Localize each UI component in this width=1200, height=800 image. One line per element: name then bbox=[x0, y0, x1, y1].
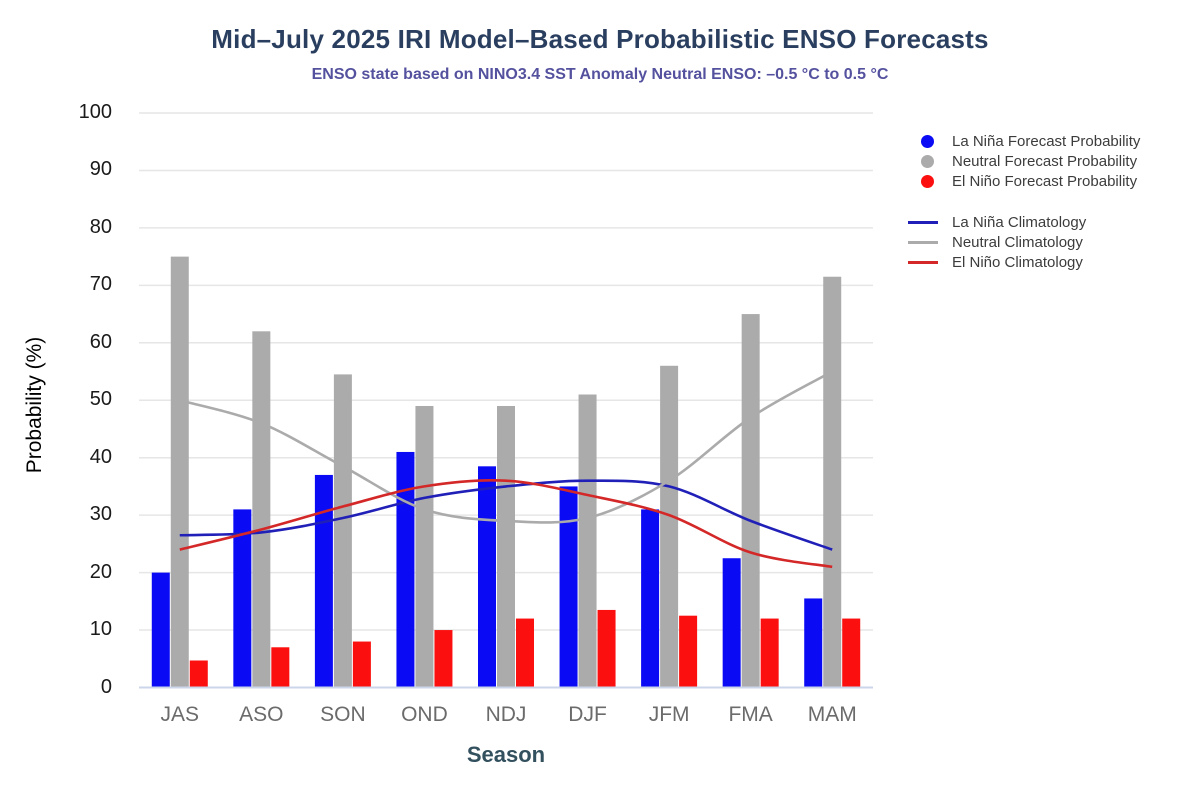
la-nina-line-swatch bbox=[908, 220, 938, 224]
line-el-ni-o-climatology bbox=[179, 479, 833, 569]
y-tick-label-30: 30 bbox=[89, 503, 112, 526]
bar-la-ni-a-forecast-probability-FMA bbox=[722, 558, 741, 688]
legend-label-neutral-climatology: Neutral Climatology bbox=[952, 233, 1083, 251]
legend: La Niña Forecast Probability Neutral For… bbox=[905, 131, 1195, 272]
el-nino-dot-swatch bbox=[921, 174, 934, 188]
bar-la-ni-a-forecast-probability-JAS bbox=[151, 572, 170, 688]
bar-neutral-forecast-probability-JAS bbox=[170, 256, 189, 688]
legend-item-el-nino-forecast[interactable]: El Niño Forecast Probability bbox=[905, 171, 1195, 191]
legend-label-el-nino-forecast: El Niño Forecast Probability bbox=[952, 172, 1138, 190]
bar-el-ni-o-forecast-probability-ASO bbox=[271, 647, 290, 688]
legend-item-neutral-climatology[interactable]: Neutral Climatology bbox=[905, 232, 1195, 252]
x-tick-label-JAS: JAS bbox=[160, 703, 200, 726]
y-tick-label-10: 10 bbox=[89, 618, 112, 641]
bar-neutral-forecast-probability-JFM bbox=[660, 365, 679, 688]
x-tick-label-JFM: JFM bbox=[648, 703, 690, 726]
x-tick-label-MAM: MAM bbox=[807, 703, 857, 726]
bar-neutral-forecast-probability-DJF bbox=[578, 394, 597, 688]
y-tick-label-60: 60 bbox=[89, 330, 112, 353]
bar-neutral-forecast-probability-MAM bbox=[823, 276, 842, 688]
bar-el-ni-o-forecast-probability-DJF bbox=[597, 609, 616, 688]
neutral-dot-swatch bbox=[921, 154, 934, 168]
legend-item-la-nina-forecast[interactable]: La Niña Forecast Probability bbox=[905, 131, 1195, 151]
chart-subtitle: ENSO state based on NINO3.4 SST Anomaly … bbox=[311, 66, 889, 83]
bar-la-ni-a-forecast-probability-ASO bbox=[233, 509, 252, 688]
bar-la-ni-a-forecast-probability-NDJ bbox=[478, 466, 496, 688]
bar-neutral-forecast-probability-ASO bbox=[252, 331, 271, 688]
chart-title: Mid–July 2025 IRI Model–Based Probabilis… bbox=[211, 24, 989, 54]
bar-la-ni-a-forecast-probability-JFM bbox=[641, 509, 660, 688]
y-tick-label-100: 100 bbox=[78, 101, 112, 123]
bar-el-ni-o-forecast-probability-FMA bbox=[760, 618, 779, 688]
line-la-ni-a-climatology bbox=[179, 479, 833, 551]
legend-label-neutral-forecast: Neutral Forecast Probability bbox=[952, 152, 1138, 170]
la-nina-dot-swatch bbox=[921, 134, 934, 148]
bar-la-ni-a-forecast-probability-MAM bbox=[804, 598, 823, 688]
y-tick-label-40: 40 bbox=[89, 445, 112, 468]
y-tick-label-90: 90 bbox=[89, 158, 112, 181]
x-tick-label-FMA: FMA bbox=[728, 703, 773, 726]
y-tick-label-70: 70 bbox=[89, 273, 112, 296]
legend-label-el-nino-climatology: El Niño Climatology bbox=[952, 253, 1083, 271]
y-tick-label-0: 0 bbox=[100, 675, 112, 698]
bar-el-ni-o-forecast-probability-OND bbox=[434, 630, 453, 688]
bar-el-ni-o-forecast-probability-SON bbox=[352, 641, 371, 688]
y-tick-label-50: 50 bbox=[89, 388, 112, 411]
neutral-line-swatch bbox=[908, 240, 938, 244]
y-tick-label-20: 20 bbox=[89, 560, 112, 583]
bar-neutral-forecast-probability-NDJ bbox=[497, 405, 515, 688]
bar-neutral-forecast-probability-FMA bbox=[741, 314, 760, 688]
legend-item-la-nina-climatology[interactable]: La Niña Climatology bbox=[905, 212, 1195, 232]
bar-neutral-forecast-probability-SON bbox=[333, 374, 352, 688]
x-tick-label-NDJ: NDJ bbox=[485, 703, 527, 726]
bar-la-ni-a-forecast-probability-DJF bbox=[559, 486, 578, 688]
x-tick-label-ASO: ASO bbox=[239, 703, 284, 726]
x-axis-title: Season bbox=[466, 742, 546, 767]
bar-la-ni-a-forecast-probability-SON bbox=[314, 474, 333, 688]
y-tick-label-80: 80 bbox=[89, 215, 112, 238]
x-tick-label-OND: OND bbox=[401, 703, 448, 726]
y-axis-title: Probability (%) bbox=[23, 336, 46, 474]
bar-el-ni-o-forecast-probability-JAS bbox=[189, 660, 208, 688]
x-tick-label-SON: SON bbox=[320, 703, 366, 726]
bar-el-ni-o-forecast-probability-MAM bbox=[842, 618, 861, 688]
legend-label-la-nina-climatology: La Niña Climatology bbox=[952, 213, 1087, 231]
bar-neutral-forecast-probability-OND bbox=[415, 405, 434, 688]
bar-la-ni-a-forecast-probability-OND bbox=[396, 451, 415, 688]
legend-item-neutral-forecast[interactable]: Neutral Forecast Probability bbox=[905, 151, 1195, 171]
bar-el-ni-o-forecast-probability-NDJ bbox=[516, 618, 534, 688]
bar-el-ni-o-forecast-probability-JFM bbox=[679, 615, 698, 688]
el-nino-line-swatch bbox=[908, 260, 938, 264]
legend-item-el-nino-climatology[interactable]: El Niño Climatology bbox=[905, 252, 1195, 272]
x-tick-label-DJF: DJF bbox=[568, 703, 607, 726]
line-neutral-climatology bbox=[179, 370, 833, 524]
legend-label-la-nina-forecast: La Niña Forecast Probability bbox=[952, 132, 1141, 150]
